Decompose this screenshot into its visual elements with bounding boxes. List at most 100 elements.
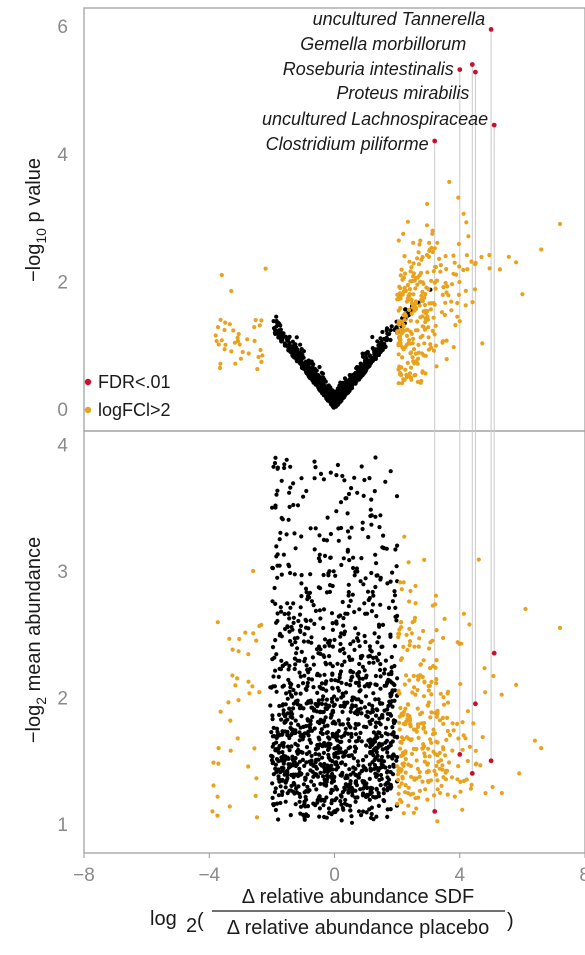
bottom-point-logfc [451,728,456,733]
bottom-point [278,530,283,535]
bottom-point [283,785,288,790]
bottom-point-logfc [438,758,444,763]
top-point-logfc [222,327,227,333]
bottom-point [307,737,312,743]
bottom-point-logfc [517,771,522,776]
bottom-point [374,795,379,800]
bottom-point-logfc [398,753,404,759]
bottom-point [365,714,370,720]
bottom-point [309,599,314,604]
bottom-point [284,532,289,537]
bottom-point-logfc [414,746,419,752]
bottom-point [360,520,365,525]
top-point-logfc [217,365,223,371]
bottom-point [291,620,296,626]
bottom-point [273,762,278,767]
top-point [274,314,279,319]
bottom-point [299,573,304,578]
top-point-logfc [455,314,460,319]
top-point-logfc [399,365,404,370]
bottom-point [300,757,305,763]
bottom-point [315,690,320,696]
top-point-logfc [463,288,468,293]
bottom-point [302,790,307,795]
bottom-point [354,709,359,714]
bottom-point [303,794,308,800]
bottom-point [347,535,352,540]
bottom-point [309,700,314,705]
bottom-point [389,690,394,695]
bottom-point [336,538,341,543]
bottom-point [285,733,290,738]
bottom-point [354,566,359,571]
top-point-logfc [424,223,430,228]
bottom-point-logfc [398,580,403,585]
bottom-point-logfc [401,763,406,769]
bottom-point [382,683,387,688]
top-point-logfc [395,329,400,334]
top-point-logfc [219,338,224,343]
bottom-point [339,802,344,807]
bottom-point [321,607,327,612]
top-point [370,334,375,340]
bottom-point [311,603,316,608]
bottom-point [322,672,327,677]
bottom-point-logfc [434,763,439,769]
bottom-point-logfc [411,727,416,732]
bottom-point [324,538,329,543]
bottom-point [310,714,315,720]
bottom-point [285,729,290,735]
top-point-logfc [260,353,265,358]
top-point-logfc [444,290,449,295]
bottom-point [329,763,334,768]
top-point-logfc [411,359,416,364]
bottom-point [358,730,363,736]
bottom-point [329,787,334,793]
bottom-point [297,766,302,772]
bottom-point [340,790,345,795]
bottom-point [288,725,293,731]
top-point-logfc [403,288,408,293]
bottom-point [292,636,297,641]
bottom-point [303,617,308,622]
bottom-point [361,764,366,769]
top-point [312,379,317,384]
bottom-point [317,721,322,726]
top-point-logfc [451,253,456,258]
bottom-point-logfc [428,715,433,720]
bottom-point [366,654,371,659]
bottom-point [339,772,344,777]
bottom-point [369,811,374,817]
x-label-numerator: Δ relative abundance SDF [242,886,474,908]
bottom-point [299,714,304,719]
bottom-point [332,637,337,643]
bottom-point-logfc [439,783,444,789]
bottom-point [334,787,340,792]
bottom-point [270,781,275,786]
bottom-point [332,774,337,780]
bottom-point [387,699,392,704]
bottom-point [367,476,372,481]
bottom-point [302,632,307,637]
bottom-point-logfc [467,744,472,749]
bottom-point [289,624,294,630]
bottom-point [374,814,379,819]
bottom-point [376,803,381,809]
bottom-point [276,767,281,772]
bottom-point [324,777,330,782]
bottom-point [359,699,364,704]
bottom-point [332,809,337,814]
bottom-point-logfc [399,620,404,625]
bottom-point [322,798,327,804]
top-point-logfc [429,278,434,283]
bottom-point [277,703,282,709]
bottom-point [310,655,315,660]
bottom-point [281,753,286,758]
top-point-logfc [487,266,492,271]
bottom-point-logfc [402,534,407,539]
x-label-sub: 2 [186,915,197,937]
bottom-point [383,725,389,730]
bottom-point [280,750,285,755]
top-point-logfc [472,287,478,292]
x-tick-label: 4 [455,865,466,886]
